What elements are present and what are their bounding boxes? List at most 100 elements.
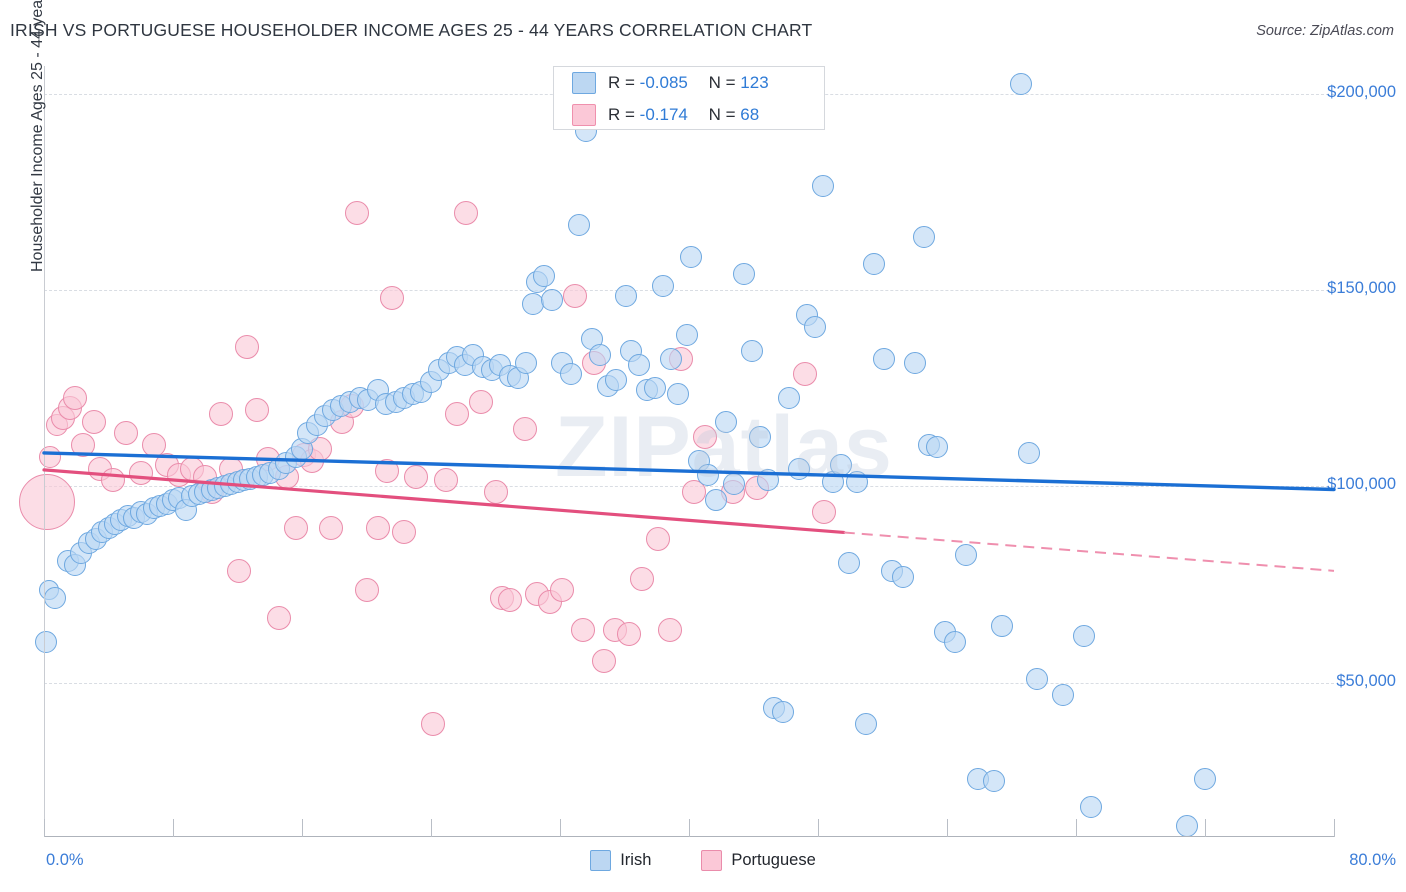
data-point-portuguese[interactable] bbox=[375, 458, 400, 483]
data-point-portuguese[interactable] bbox=[235, 334, 260, 359]
data-point-portuguese[interactable] bbox=[114, 421, 139, 446]
data-point-portuguese[interactable] bbox=[62, 385, 87, 410]
data-point-irish[interactable] bbox=[748, 426, 771, 449]
data-point-irish[interactable] bbox=[540, 288, 563, 311]
data-point-portuguese[interactable] bbox=[591, 649, 616, 674]
data-point-portuguese[interactable] bbox=[404, 464, 429, 489]
data-point-portuguese[interactable] bbox=[420, 712, 445, 737]
data-point-irish[interactable] bbox=[676, 324, 699, 347]
legend-item-irish[interactable]: Irish bbox=[590, 850, 651, 871]
data-point-irish[interactable] bbox=[652, 275, 675, 297]
data-point-irish[interactable] bbox=[845, 471, 868, 494]
data-point-irish[interactable] bbox=[1018, 441, 1041, 464]
data-point-irish[interactable] bbox=[568, 214, 591, 237]
data-point-irish[interactable] bbox=[34, 630, 57, 653]
data-point-irish[interactable] bbox=[892, 565, 915, 588]
data-point-irish[interactable] bbox=[679, 245, 702, 268]
data-point-portuguese[interactable] bbox=[483, 480, 508, 505]
data-point-irish[interactable] bbox=[913, 225, 936, 248]
data-point-portuguese[interactable] bbox=[562, 283, 587, 308]
data-point-irish[interactable] bbox=[863, 253, 886, 276]
data-point-irish[interactable] bbox=[666, 383, 689, 406]
data-point-portuguese[interactable] bbox=[468, 389, 493, 414]
data-point-irish[interactable] bbox=[757, 469, 779, 492]
data-point-portuguese[interactable] bbox=[498, 588, 522, 613]
data-point-irish[interactable] bbox=[660, 347, 683, 370]
data-point-irish[interactable] bbox=[740, 339, 763, 362]
data-point-portuguese[interactable] bbox=[81, 409, 106, 434]
data-point-irish[interactable] bbox=[1176, 815, 1199, 838]
data-point-irish[interactable] bbox=[615, 284, 638, 307]
data-point-irish[interactable] bbox=[628, 353, 650, 376]
data-point-portuguese[interactable] bbox=[283, 515, 308, 540]
data-point-portuguese[interactable] bbox=[344, 201, 369, 226]
data-point-portuguese[interactable] bbox=[657, 617, 682, 642]
data-point-portuguese[interactable] bbox=[444, 401, 469, 426]
data-point-portuguese[interactable] bbox=[354, 578, 379, 603]
data-point-portuguese[interactable] bbox=[693, 425, 718, 450]
data-point-portuguese[interactable] bbox=[380, 285, 405, 310]
data-point-irish[interactable] bbox=[777, 386, 800, 409]
data-point-portuguese[interactable] bbox=[454, 201, 479, 226]
data-point-portuguese[interactable] bbox=[365, 515, 390, 540]
data-point-irish[interactable] bbox=[644, 377, 667, 400]
data-point-irish[interactable] bbox=[1026, 667, 1049, 690]
data-point-portuguese[interactable] bbox=[244, 397, 269, 422]
data-point-irish[interactable] bbox=[705, 489, 728, 512]
data-point-portuguese[interactable] bbox=[617, 621, 642, 646]
data-point-irish[interactable] bbox=[955, 544, 978, 567]
data-point-portuguese[interactable] bbox=[646, 527, 671, 552]
data-point-portuguese[interactable] bbox=[570, 617, 595, 642]
r-label-irish: R = bbox=[608, 73, 635, 92]
data-point-irish[interactable] bbox=[829, 453, 852, 476]
data-point-irish[interactable] bbox=[715, 410, 738, 433]
x-axis-tick bbox=[1076, 819, 1077, 837]
data-point-irish[interactable] bbox=[787, 457, 810, 480]
data-point-irish[interactable] bbox=[44, 587, 67, 610]
data-point-irish[interactable] bbox=[771, 701, 794, 724]
data-point-irish[interactable] bbox=[589, 343, 612, 366]
data-point-irish[interactable] bbox=[803, 316, 826, 339]
data-point-irish[interactable] bbox=[1052, 683, 1075, 706]
data-point-portuguese[interactable] bbox=[433, 468, 458, 493]
data-point-portuguese[interactable] bbox=[128, 460, 153, 485]
data-point-portuguese[interactable] bbox=[630, 566, 655, 591]
data-point-portuguese[interactable] bbox=[267, 605, 292, 630]
data-point-irish[interactable] bbox=[1010, 72, 1033, 95]
data-point-portuguese[interactable] bbox=[227, 558, 252, 583]
data-point-portuguese[interactable] bbox=[512, 417, 537, 442]
data-point-portuguese[interactable] bbox=[101, 468, 126, 493]
data-point-irish[interactable] bbox=[990, 614, 1013, 637]
data-point-irish[interactable] bbox=[944, 630, 967, 653]
data-point-irish[interactable] bbox=[903, 351, 926, 374]
data-point-irish[interactable] bbox=[982, 770, 1005, 792]
x-axis-tick bbox=[818, 819, 819, 837]
data-point-irish[interactable] bbox=[515, 351, 538, 374]
data-point-irish[interactable] bbox=[532, 265, 555, 288]
data-point-irish[interactable] bbox=[811, 174, 834, 197]
data-point-irish[interactable] bbox=[605, 369, 628, 392]
legend-swatch-irish bbox=[572, 72, 596, 94]
data-point-portuguese[interactable] bbox=[70, 433, 95, 458]
data-point-portuguese[interactable] bbox=[39, 445, 62, 468]
data-point-portuguese[interactable] bbox=[19, 474, 76, 531]
data-point-irish[interactable] bbox=[1073, 624, 1096, 647]
legend-item-portuguese[interactable]: Portuguese bbox=[701, 850, 816, 871]
data-point-irish[interactable] bbox=[732, 263, 755, 286]
data-point-portuguese[interactable] bbox=[319, 515, 344, 540]
data-point-portuguese[interactable] bbox=[549, 578, 574, 603]
data-point-irish[interactable] bbox=[1079, 795, 1102, 818]
data-point-irish[interactable] bbox=[1194, 768, 1216, 791]
data-point-portuguese[interactable] bbox=[209, 401, 234, 426]
data-point-portuguese[interactable] bbox=[391, 519, 416, 544]
data-point-irish[interactable] bbox=[873, 347, 896, 370]
data-point-irish[interactable] bbox=[926, 436, 949, 459]
data-point-irish[interactable] bbox=[560, 363, 583, 386]
data-point-portuguese[interactable] bbox=[793, 362, 818, 387]
data-point-portuguese[interactable] bbox=[812, 499, 837, 524]
data-point-irish[interactable] bbox=[697, 463, 720, 486]
data-point-irish[interactable] bbox=[521, 292, 544, 315]
x-axis-tick bbox=[1334, 819, 1335, 837]
data-point-irish[interactable] bbox=[837, 551, 860, 574]
data-point-irish[interactable] bbox=[855, 713, 878, 736]
